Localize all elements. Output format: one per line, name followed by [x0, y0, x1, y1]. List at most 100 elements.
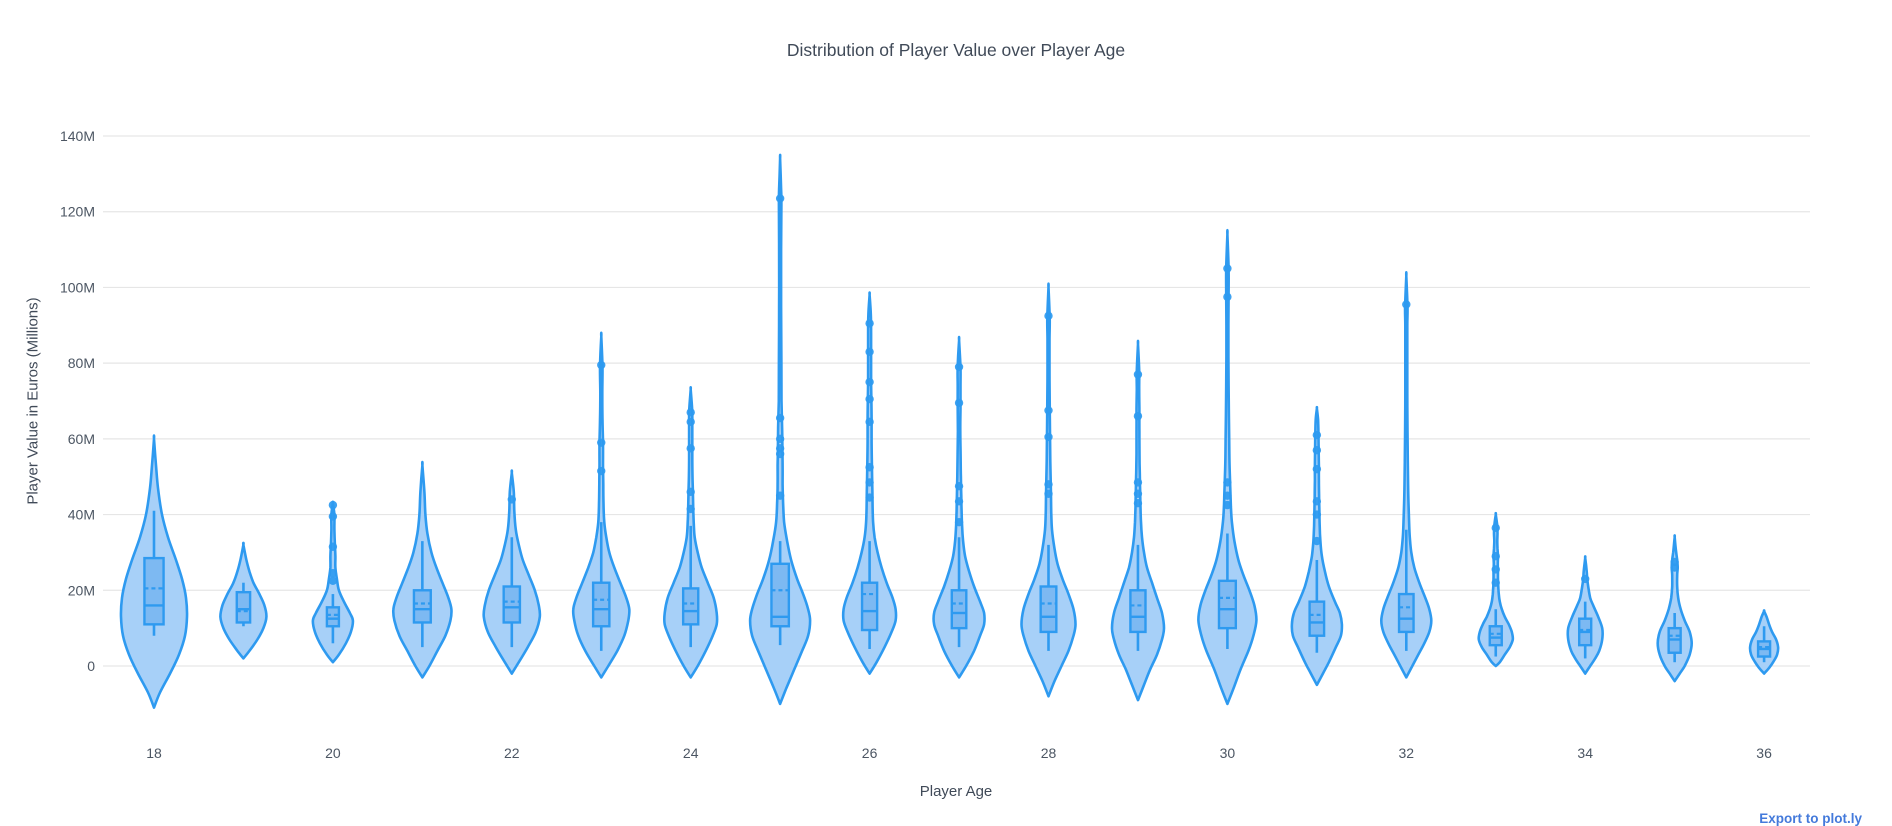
sample-point[interactable] [865, 347, 874, 356]
sample-point[interactable] [328, 569, 338, 578]
sample-point[interactable] [1223, 292, 1232, 302]
box[interactable] [950, 589, 968, 630]
sample-point[interactable] [865, 478, 874, 487]
sample-point[interactable] [954, 481, 964, 491]
box[interactable] [1217, 579, 1238, 630]
sample-point[interactable] [1044, 432, 1053, 442]
sample-point[interactable] [597, 466, 606, 476]
sample-point[interactable] [775, 413, 785, 423]
sample-point[interactable] [1491, 552, 1500, 561]
box[interactable] [412, 589, 432, 624]
export-to-plotly-link[interactable]: Export to plot.ly [1759, 811, 1862, 826]
violin-body[interactable] [1656, 534, 1693, 683]
violin-body[interactable] [1197, 228, 1258, 706]
violin-age-18[interactable] [119, 434, 189, 709]
sample-point[interactable] [865, 417, 874, 427]
violin-age-34[interactable] [1566, 555, 1604, 675]
sample-point[interactable] [1133, 411, 1143, 421]
sample-point[interactable] [865, 319, 874, 328]
sample-point[interactable] [686, 444, 695, 453]
violin-body[interactable] [1477, 511, 1515, 668]
sample-point[interactable] [1133, 499, 1143, 508]
box[interactable] [1308, 600, 1326, 637]
violin-age-26[interactable] [841, 291, 898, 675]
sample-point[interactable] [1312, 446, 1322, 455]
sample-point[interactable] [1312, 430, 1322, 440]
box[interactable] [235, 590, 252, 624]
sample-point[interactable] [1312, 497, 1322, 506]
sample-point[interactable] [1223, 264, 1232, 273]
sample-point[interactable] [775, 449, 785, 459]
sample-point[interactable] [1133, 370, 1143, 379]
box[interactable] [591, 581, 611, 628]
sample-point[interactable] [328, 542, 338, 551]
sample-point[interactable] [1312, 464, 1322, 474]
box[interactable] [1397, 592, 1415, 634]
violin-age-23[interactable] [571, 331, 631, 679]
sample-point[interactable] [865, 377, 874, 387]
sample-point[interactable] [686, 408, 695, 417]
sample-point[interactable] [1491, 565, 1500, 574]
sample-point[interactable] [686, 417, 695, 427]
violin-age-21[interactable] [391, 460, 453, 679]
sample-point[interactable] [954, 497, 964, 506]
violin-age-31[interactable] [1290, 405, 1344, 687]
violin-age-25[interactable] [748, 153, 812, 706]
violin-age-22[interactable] [482, 469, 542, 675]
sample-point[interactable] [1402, 300, 1411, 309]
violin-body[interactable] [1380, 270, 1433, 679]
sample-point[interactable] [1223, 478, 1232, 487]
violin-age-35[interactable] [1656, 534, 1693, 683]
sample-point[interactable] [954, 517, 964, 527]
sample-point[interactable] [1312, 510, 1322, 519]
sample-point[interactable] [1670, 563, 1679, 572]
sample-point[interactable] [865, 463, 874, 472]
violin-body[interactable] [748, 153, 812, 706]
sample-point[interactable] [1581, 574, 1590, 584]
box[interactable] [1488, 625, 1503, 647]
sample-point[interactable] [775, 434, 785, 444]
sample-point[interactable] [686, 487, 695, 497]
sample-point[interactable] [328, 576, 338, 586]
sample-point[interactable] [954, 398, 964, 408]
sample-point[interactable] [865, 394, 874, 404]
sample-point[interactable] [1491, 523, 1500, 533]
sample-point[interactable] [1044, 406, 1053, 415]
box[interactable] [770, 562, 791, 628]
box[interactable] [143, 556, 165, 626]
box[interactable] [1039, 585, 1058, 634]
sample-point[interactable] [1223, 491, 1232, 500]
sample-point[interactable] [328, 500, 338, 510]
violin-age-29[interactable] [1110, 339, 1166, 702]
violin-body[interactable] [571, 331, 631, 679]
violin-age-33[interactable] [1477, 511, 1515, 668]
sample-point[interactable] [1133, 489, 1143, 498]
violin-body[interactable] [1110, 339, 1166, 702]
sample-point[interactable] [507, 495, 516, 504]
violin-age-20[interactable] [311, 500, 355, 664]
violin-age-28[interactable] [1020, 282, 1077, 698]
box[interactable] [860, 581, 879, 632]
box[interactable] [681, 587, 700, 626]
violin-age-36[interactable] [1748, 609, 1780, 675]
sample-point[interactable] [954, 362, 964, 372]
sample-point[interactable] [1312, 536, 1322, 546]
box[interactable] [325, 606, 341, 628]
sample-point[interactable] [686, 504, 695, 514]
sample-point[interactable] [1044, 489, 1053, 498]
violin-age-19[interactable] [219, 541, 268, 660]
violin-body[interactable] [1290, 405, 1344, 687]
violin-age-24[interactable] [662, 385, 719, 679]
violin-age-30[interactable] [1197, 228, 1258, 706]
sample-point[interactable] [1223, 500, 1232, 510]
sample-point[interactable] [1491, 578, 1500, 587]
violin-age-32[interactable] [1380, 270, 1433, 679]
sample-point[interactable] [597, 438, 606, 447]
box[interactable] [502, 585, 522, 624]
sample-point[interactable] [1044, 480, 1053, 489]
violin-body[interactable] [932, 335, 986, 679]
violin-age-27[interactable] [932, 335, 986, 679]
sample-point[interactable] [328, 512, 338, 521]
box[interactable] [1129, 589, 1147, 634]
